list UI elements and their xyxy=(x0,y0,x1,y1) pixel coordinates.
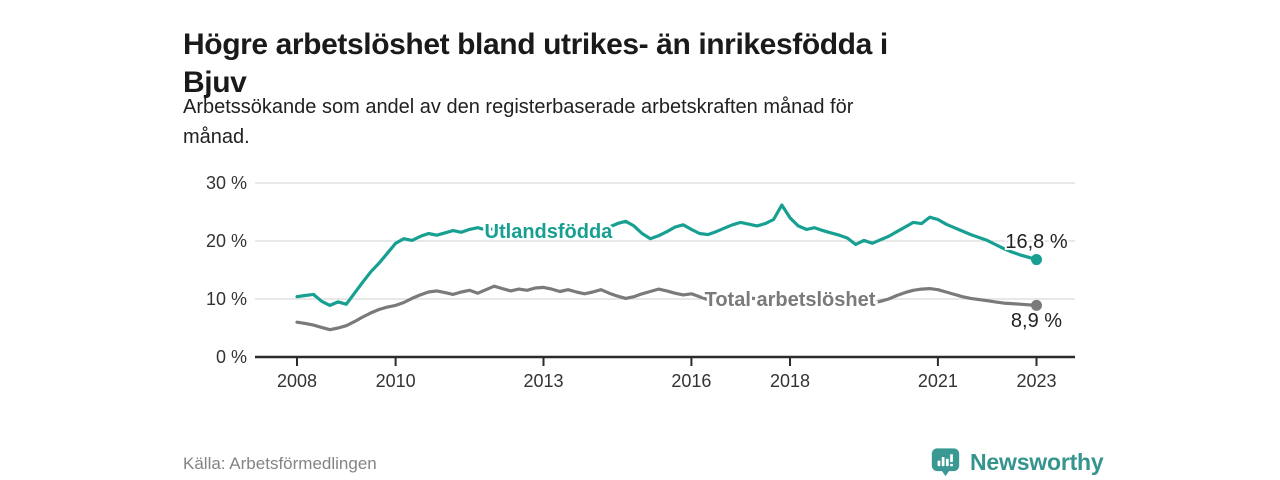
brand-name: Newsworthy xyxy=(970,448,1104,475)
end-value-label: 8,9 % xyxy=(1011,310,1062,332)
series-end-dot-teal xyxy=(1031,254,1042,266)
unemployment-line-chart: 0 % 10 % 20 % 30 % 2008 2010 2013 2016 2018 2021 2… xyxy=(206,173,1075,391)
x-tick-label: 2023 xyxy=(1016,371,1056,391)
x-tick-label: 2008 xyxy=(277,371,317,391)
chart-subtitle: Arbetssökande som andel av den registerb… xyxy=(183,92,1023,152)
x-tick-label: 2018 xyxy=(770,371,810,391)
y-tick-label: 10 % xyxy=(206,289,247,309)
x-tick-label: 2021 xyxy=(918,371,958,391)
x-tick-label: 2016 xyxy=(671,371,711,391)
series-line-teal xyxy=(295,203,1039,307)
newsworthy-bubble-chart-icon xyxy=(931,448,960,477)
x-tick-label: 2010 xyxy=(376,371,416,391)
y-tick-label: 20 % xyxy=(206,231,247,251)
x-tick-label: 2013 xyxy=(523,371,563,391)
newsworthy-logo[interactable]: Newsworthy xyxy=(930,446,1104,478)
series-label: Total arbetslöshet xyxy=(705,289,876,311)
series-end-dot-gray xyxy=(1031,299,1042,311)
y-tick-label: 0 % xyxy=(216,347,247,367)
page-title: Högre arbetslöshet bland utrikes- än inr… xyxy=(183,26,1083,102)
title-line-1: Högre arbetslöshet bland utrikes- än inr… xyxy=(183,28,888,62)
series-line-gray xyxy=(295,284,1039,332)
series-label: Utlandsfödda xyxy=(485,221,614,243)
subtitle-line-1: Arbetssökande som andel av den registerb… xyxy=(183,96,854,118)
y-tick-label: 30 % xyxy=(206,173,247,193)
end-value-label: 16,8 % xyxy=(1005,231,1067,253)
title-line-2: Bjuv xyxy=(183,66,247,100)
subtitle-line-2: månad. xyxy=(183,126,250,148)
source-credit: Källa: Arbetsförmedlingen xyxy=(183,454,377,473)
